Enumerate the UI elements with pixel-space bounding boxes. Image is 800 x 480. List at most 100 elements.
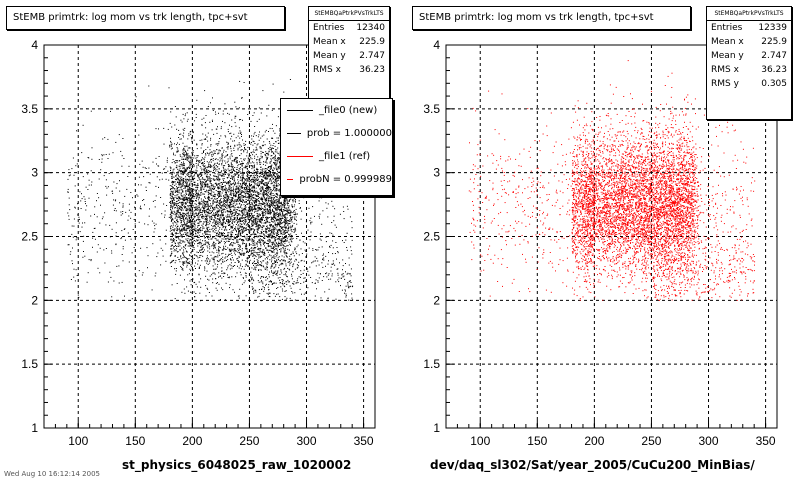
data-point [263, 196, 265, 198]
data-point [175, 207, 176, 209]
data-point [144, 223, 146, 225]
data-point [174, 262, 176, 264]
data-point [232, 186, 234, 188]
data-point [231, 201, 233, 203]
data-point [273, 262, 275, 264]
data-point [249, 184, 251, 186]
data-point [267, 148, 269, 150]
data-point [124, 295, 125, 297]
data-point [174, 211, 176, 213]
data-point [206, 259, 208, 261]
data-point [269, 162, 271, 164]
data-point [345, 271, 346, 273]
data-point [219, 250, 220, 252]
data-point [332, 247, 334, 249]
data-point [273, 246, 274, 248]
data-point [277, 216, 279, 218]
data-point [310, 235, 312, 237]
data-point [270, 183, 272, 185]
data-point [269, 197, 271, 199]
data-point [192, 235, 194, 237]
data-point [241, 220, 243, 222]
data-point [284, 237, 286, 238]
data-point [138, 221, 140, 223]
data-point [169, 197, 171, 199]
data-point [116, 265, 118, 267]
data-point [268, 217, 270, 218]
data-point [286, 196, 288, 198]
data-point [281, 206, 283, 208]
data-point [233, 133, 235, 135]
data-point [186, 218, 188, 220]
data-point [281, 196, 282, 198]
data-point [164, 216, 165, 218]
data-point [205, 210, 207, 212]
data-point [84, 198, 86, 200]
data-point [194, 184, 195, 186]
data-point [270, 198, 272, 200]
data-point [286, 276, 288, 278]
data-point [234, 144, 236, 146]
data-point [219, 220, 221, 222]
data-point [67, 191, 69, 193]
data-point [68, 175, 70, 177]
data-point [249, 175, 251, 177]
data-point [192, 196, 194, 197]
data-point [222, 261, 224, 263]
data-point [188, 184, 190, 186]
data-point [182, 224, 184, 226]
data-point [161, 172, 163, 174]
data-point [77, 237, 79, 239]
data-point [206, 221, 208, 223]
data-point [242, 219, 244, 221]
data-point [200, 176, 202, 177]
data-point [237, 227, 239, 229]
data-point [279, 243, 280, 245]
data-point [213, 133, 215, 135]
data-point [289, 209, 291, 211]
data-point [209, 235, 211, 237]
data-point [226, 203, 228, 205]
data-point [176, 151, 178, 153]
data-point [183, 118, 185, 120]
data-point [249, 239, 251, 241]
data-point [170, 209, 171, 211]
data-point [199, 172, 201, 174]
data-point [201, 191, 203, 193]
data-point [189, 235, 191, 237]
data-point [271, 177, 273, 178]
data-point [107, 186, 109, 188]
data-point [221, 173, 223, 175]
data-point [228, 170, 230, 172]
data-point [234, 204, 236, 206]
data-point [188, 212, 190, 214]
data-point [267, 278, 269, 280]
data-point [273, 202, 275, 204]
data-point [261, 178, 263, 180]
data-point [234, 194, 236, 196]
data-point [139, 163, 141, 165]
data-point [278, 188, 280, 190]
data-point [284, 209, 286, 211]
data-point [276, 260, 278, 262]
data-point [232, 166, 234, 168]
data-point [259, 131, 260, 133]
data-point [233, 200, 235, 202]
data-point [191, 179, 193, 181]
data-point [316, 288, 317, 290]
data-point [107, 138, 109, 140]
data-point [205, 224, 206, 226]
data-point [240, 172, 241, 174]
data-point [266, 276, 267, 278]
data-point [114, 200, 116, 202]
data-point [250, 195, 252, 197]
data-point [251, 138, 253, 140]
data-point [207, 237, 209, 239]
data-point [73, 276, 75, 278]
data-point [216, 232, 217, 234]
data-point [287, 204, 288, 206]
data-point [281, 279, 283, 280]
data-point [198, 205, 200, 207]
data-point [182, 149, 184, 151]
data-point [92, 246, 93, 248]
